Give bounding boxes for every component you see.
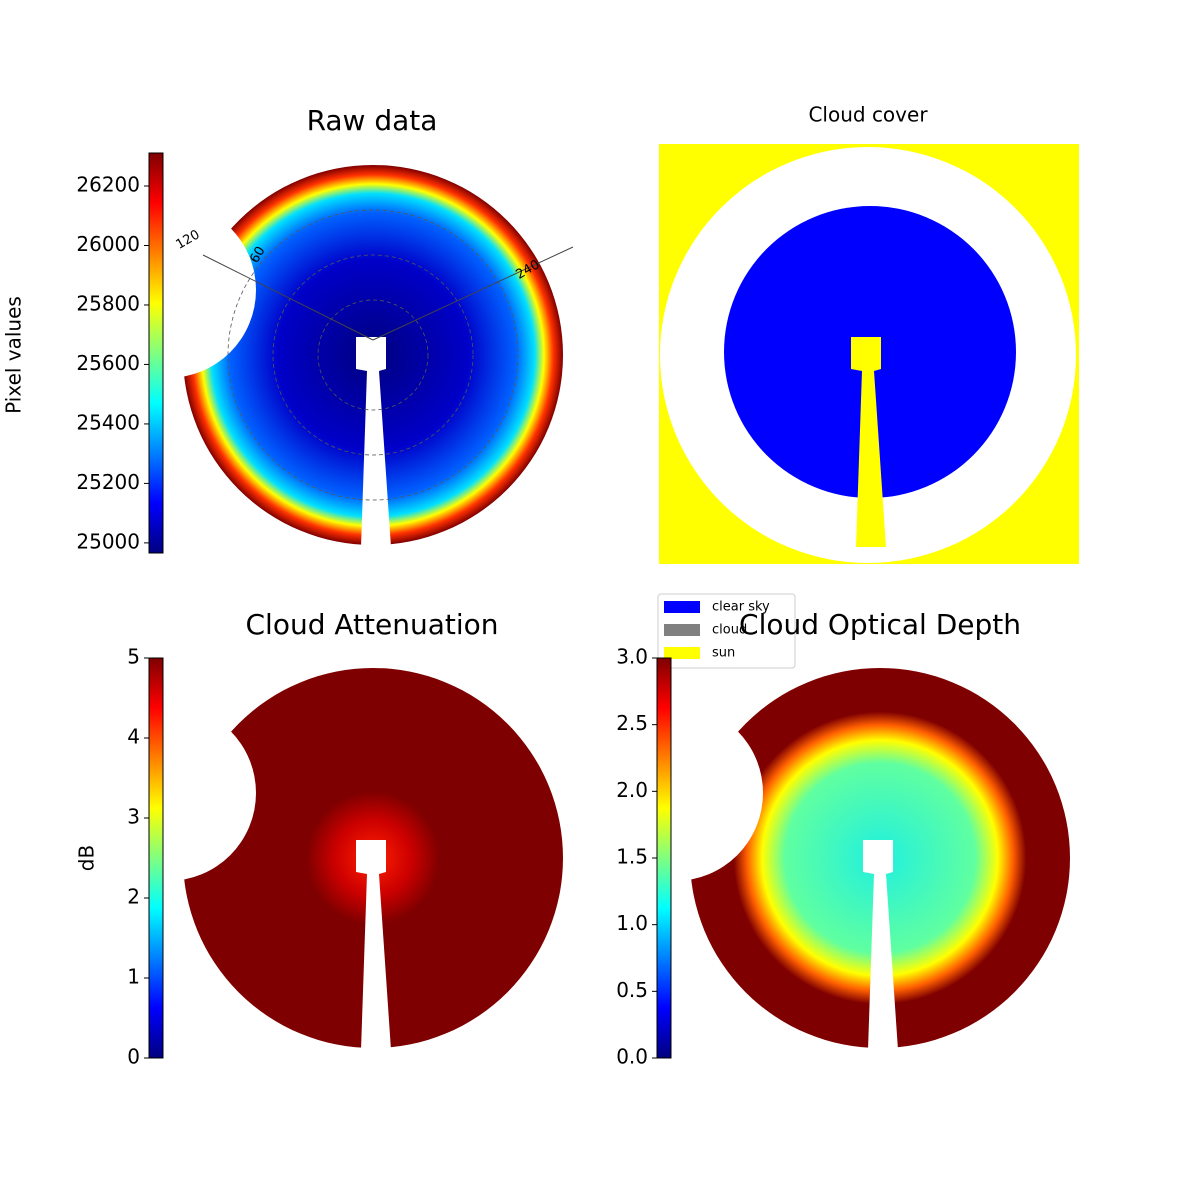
legend-swatch bbox=[664, 647, 700, 659]
polar-axis bbox=[202, 254, 374, 341]
colorbar-tick-label: 25400 bbox=[76, 410, 140, 434]
image-notch bbox=[80, 705, 256, 881]
colorbar-tick-label: 2.5 bbox=[616, 711, 648, 735]
colorbar-tick-label: 1.0 bbox=[616, 911, 648, 935]
colorbar-tick-label: 25600 bbox=[76, 351, 140, 375]
legend-label: clear sky bbox=[712, 600, 770, 615]
polar-axis bbox=[372, 246, 574, 341]
colorbar-tick-label: 0 bbox=[127, 1045, 140, 1069]
colorbar-tick-label: 5 bbox=[127, 645, 140, 669]
colorbar-tick-label: 3 bbox=[127, 805, 140, 829]
colorbar-tick-label: 1 bbox=[127, 965, 140, 989]
legend-label: cloud bbox=[712, 623, 747, 638]
legend-swatch bbox=[664, 624, 700, 636]
colorbar-tick-label: 25200 bbox=[76, 470, 140, 494]
image-notch bbox=[80, 202, 256, 378]
colorbar-tick-label: 0.5 bbox=[616, 978, 648, 1002]
colorbar bbox=[656, 657, 672, 1059]
angle-label: 60 bbox=[247, 244, 268, 266]
colorbar-tick-label: 3.0 bbox=[616, 645, 648, 669]
colorbar-label: dB bbox=[75, 845, 99, 871]
colorbar-tick-label: 26000 bbox=[76, 232, 140, 256]
legend-label: sun bbox=[712, 646, 735, 661]
colorbar-tick-label: 25000 bbox=[76, 529, 140, 553]
colorbar bbox=[148, 657, 164, 1059]
mask-stalk bbox=[851, 337, 886, 547]
legend-swatch bbox=[664, 601, 700, 613]
polar-grid bbox=[272, 254, 474, 456]
image-notch bbox=[587, 705, 763, 881]
colorbar-tick-label: 2.0 bbox=[616, 778, 648, 802]
colorbar-tick-label: 26200 bbox=[76, 173, 140, 197]
panel-title: Cloud cover bbox=[808, 103, 928, 127]
colorbar-tick-label: 25800 bbox=[76, 291, 140, 315]
panel-title: Cloud Optical Depth bbox=[739, 608, 1021, 641]
panel-title: Raw data bbox=[307, 104, 438, 137]
colorbar bbox=[148, 152, 164, 554]
colorbar-label: Pixel values bbox=[2, 296, 26, 414]
panel-title: Cloud Attenuation bbox=[245, 608, 498, 641]
polar-grid bbox=[317, 299, 429, 411]
colorbar-tick-label: 1.5 bbox=[616, 845, 648, 869]
colorbar-tick-label: 4 bbox=[127, 725, 140, 749]
mask-stalk bbox=[356, 337, 391, 547]
polar-grid bbox=[227, 209, 519, 501]
colorbar-tick-label: 0.0 bbox=[616, 1045, 648, 1069]
colorbar-tick-label: 2 bbox=[127, 885, 140, 909]
mask-stalk bbox=[863, 840, 898, 1050]
mask-stalk bbox=[356, 840, 391, 1050]
